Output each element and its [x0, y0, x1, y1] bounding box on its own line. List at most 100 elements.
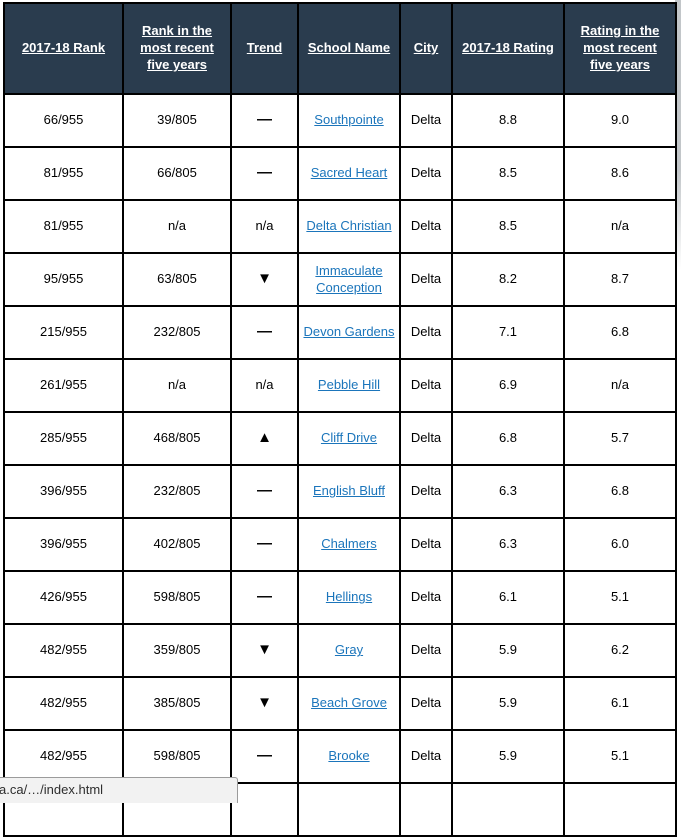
rank-5yr-cell: n/a	[122, 358, 232, 413]
trend-flat-icon: —	[257, 535, 272, 553]
table-row: 482/955 385/805 ▼ Beach Grove Delta 5.9 …	[3, 676, 677, 731]
trend-flat-icon: —	[257, 111, 272, 129]
table-row: 285/955 468/805 ▲ Cliff Drive Delta 6.8 …	[3, 411, 677, 466]
rank-5yr-cell: 66/805	[122, 146, 232, 201]
trend-flat-icon: —	[257, 323, 272, 341]
trend-flat-icon: —	[257, 164, 272, 182]
city-cell: Delta	[399, 252, 453, 307]
school-link[interactable]: Pebble Hill	[317, 377, 381, 393]
school-link[interactable]: Sacred Heart	[310, 165, 388, 181]
column-header-label: 2017-18 Rating	[462, 40, 554, 56]
trend-flat-icon: —	[257, 482, 272, 500]
column-header-rating[interactable]: 2017-18 Rating	[451, 2, 565, 95]
column-header-label: Trend	[246, 40, 283, 56]
school-cell: Chalmers	[297, 517, 401, 572]
school-link[interactable]: English Bluff	[312, 483, 386, 499]
rank-cell: 396/955	[3, 464, 124, 519]
rank-cell: 81/955	[3, 146, 124, 201]
rating-5yr-cell: 6.1	[563, 676, 677, 731]
status-bar-url: a.ca/…/index.html	[0, 782, 104, 797]
table-row: 261/955 n/a n/a Pebble Hill Delta 6.9 n/…	[3, 358, 677, 413]
page-right-gutter	[675, 0, 681, 320]
school-link[interactable]: Devon Gardens	[303, 324, 395, 340]
city-cell: Delta	[399, 623, 453, 678]
rating-cell: 6.3	[451, 464, 565, 519]
rating-cell: 6.8	[451, 411, 565, 466]
trend-flat-icon: —	[257, 747, 272, 765]
rating-cell: 5.9	[451, 729, 565, 784]
table-row: 66/955 39/805 — Southpointe Delta 8.8 9.…	[3, 93, 677, 148]
school-link[interactable]: Chalmers	[321, 536, 377, 552]
table-row: 81/955 n/a n/a Delta Christian Delta 8.5…	[3, 199, 677, 254]
rating-5yr-cell: n/a	[563, 358, 677, 413]
table-body: 66/955 39/805 — Southpointe Delta 8.8 9.…	[3, 93, 677, 837]
rating-5yr-cell: 6.8	[563, 464, 677, 519]
rank-cell: 482/955	[3, 623, 124, 678]
trend-cell: ▼	[230, 252, 299, 307]
table-row: 482/955 598/805 — Brooke Delta 5.9 5.1	[3, 729, 677, 784]
school-link[interactable]: Gray	[334, 642, 364, 658]
rank-5yr-cell: 359/805	[122, 623, 232, 678]
rank-cell: 482/955	[3, 729, 124, 784]
rank-cell: 66/955	[3, 93, 124, 148]
rating-5yr-cell: 5.7	[563, 411, 677, 466]
rating-5yr-cell: 6.8	[563, 305, 677, 360]
trend-cell: ▲	[230, 411, 299, 466]
school-link[interactable]: Hellings	[325, 589, 373, 605]
table-row: 482/955 359/805 ▼ Gray Delta 5.9 6.2	[3, 623, 677, 678]
city-cell: Delta	[399, 305, 453, 360]
rank-5yr-cell: 232/805	[122, 464, 232, 519]
school-link[interactable]: Cliff Drive	[320, 430, 378, 446]
status-bar: a.ca/…/index.html	[0, 777, 238, 803]
school-link[interactable]: Beach Grove	[311, 695, 387, 711]
table-row: 396/955 232/805 — English Bluff Delta 6.…	[3, 464, 677, 519]
school-cell: Southpointe	[297, 93, 401, 148]
rank-5yr-cell: 468/805	[122, 411, 232, 466]
rank-5yr-cell: n/a	[122, 199, 232, 254]
rank-5yr-cell: 385/805	[122, 676, 232, 731]
rating-cell: 6.3	[451, 517, 565, 572]
trend-cell: —	[230, 517, 299, 572]
school-cell: Cliff Drive	[297, 411, 401, 466]
rating-5yr-cell: 5.1	[563, 570, 677, 625]
city-cell: Delta	[399, 93, 453, 148]
city-cell: Delta	[399, 676, 453, 731]
trend-cell: —	[230, 570, 299, 625]
trend-flat-icon: —	[257, 588, 272, 606]
school-link[interactable]: Delta Christian	[306, 218, 392, 234]
school-rankings-table: 2017-18 Rank Rank in the most recent fiv…	[3, 2, 677, 837]
school-cell: Beach Grove	[297, 676, 401, 731]
rank-cell: 261/955	[3, 358, 124, 413]
column-header-rank5[interactable]: Rank in the most recent five years	[122, 2, 232, 95]
school-link[interactable]: Southpointe	[314, 112, 384, 128]
rating-cell: 6.1	[451, 570, 565, 625]
rank-5yr-cell: 402/805	[122, 517, 232, 572]
school-cell: Delta Christian	[297, 199, 401, 254]
trend-cell: n/a	[230, 199, 299, 254]
column-header-rating5[interactable]: Rating in the most recent five years	[563, 2, 677, 95]
column-header-city[interactable]: City	[399, 2, 453, 95]
trend-cell: —	[230, 305, 299, 360]
rating-cell: 8.2	[451, 252, 565, 307]
city-cell: Delta	[399, 199, 453, 254]
column-header-trend[interactable]: Trend	[230, 2, 299, 95]
school-link[interactable]: Immaculate Conception	[315, 263, 383, 295]
column-header-rank[interactable]: 2017-18 Rank	[3, 2, 124, 95]
rank-cell: 95/955	[3, 252, 124, 307]
rating-cell: 5.9	[451, 676, 565, 731]
column-header-label: Rank in the most recent five years	[140, 23, 214, 72]
trend-down-icon: ▼	[257, 641, 272, 659]
column-header-school[interactable]: School Name	[297, 2, 401, 95]
rating-cell: 8.8	[451, 93, 565, 148]
rank-cell: 482/955	[3, 676, 124, 731]
table-row: 95/955 63/805 ▼ Immaculate Conception De…	[3, 252, 677, 307]
table-row: 81/955 66/805 — Sacred Heart Delta 8.5 8…	[3, 146, 677, 201]
school-link[interactable]: Brooke	[328, 748, 370, 764]
header-row: 2017-18 Rank Rank in the most recent fiv…	[3, 2, 677, 95]
school-cell: Gray	[297, 623, 401, 678]
column-header-label: 2017-18 Rank	[21, 40, 106, 56]
city-cell: Delta	[399, 358, 453, 413]
rank-5yr-cell: 232/805	[122, 305, 232, 360]
city-cell: Delta	[399, 517, 453, 572]
rating-cell: 7.1	[451, 305, 565, 360]
